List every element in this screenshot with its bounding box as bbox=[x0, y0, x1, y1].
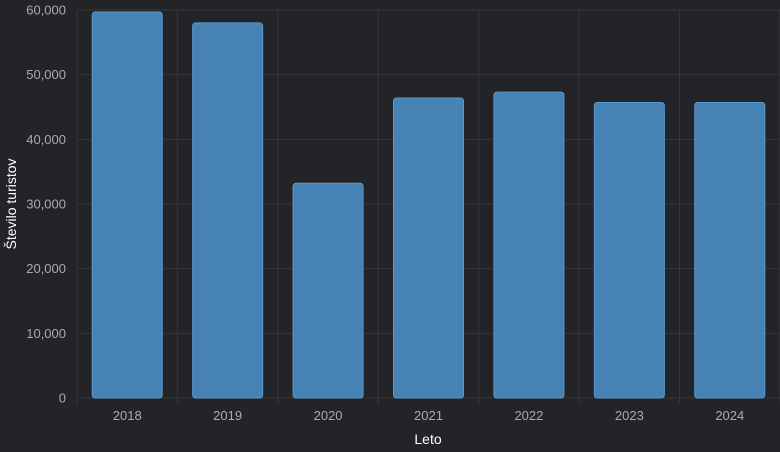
bars bbox=[91, 11, 766, 399]
y-tick-label: 50,000 bbox=[26, 67, 66, 82]
bar-2020 bbox=[292, 182, 364, 399]
bar-2023 bbox=[593, 101, 665, 399]
y-tick-label: 40,000 bbox=[26, 132, 66, 147]
x-axis-title: Leto bbox=[414, 431, 441, 447]
y-axis-ticks: 0 10,000 20,000 30,000 40,000 50,000 60,000 bbox=[26, 3, 66, 406]
x-tick-label: 2021 bbox=[414, 408, 443, 423]
x-tick-label: 2018 bbox=[113, 408, 142, 423]
x-tick-label: 2024 bbox=[715, 408, 744, 423]
y-tick-label: 30,000 bbox=[26, 197, 66, 212]
y-axis-title: Število turistov bbox=[3, 158, 19, 249]
bar-2022 bbox=[493, 91, 565, 399]
y-tick-label: 20,000 bbox=[26, 261, 66, 276]
bar-2021 bbox=[393, 97, 464, 399]
x-axis-ticks: 2018 2019 2020 2021 2022 2023 2024 bbox=[113, 408, 744, 423]
x-tick-label: 2019 bbox=[213, 408, 242, 423]
x-tick-label: 2022 bbox=[514, 408, 543, 423]
y-tick-label: 10,000 bbox=[26, 326, 66, 341]
bar-2024 bbox=[694, 101, 766, 399]
bar-2019 bbox=[192, 22, 264, 399]
bar-2018 bbox=[91, 11, 163, 399]
y-tick-label: 0 bbox=[59, 391, 66, 406]
x-tick-label: 2023 bbox=[615, 408, 644, 423]
x-tick-label: 2020 bbox=[314, 408, 343, 423]
y-tick-label: 60,000 bbox=[26, 3, 66, 18]
